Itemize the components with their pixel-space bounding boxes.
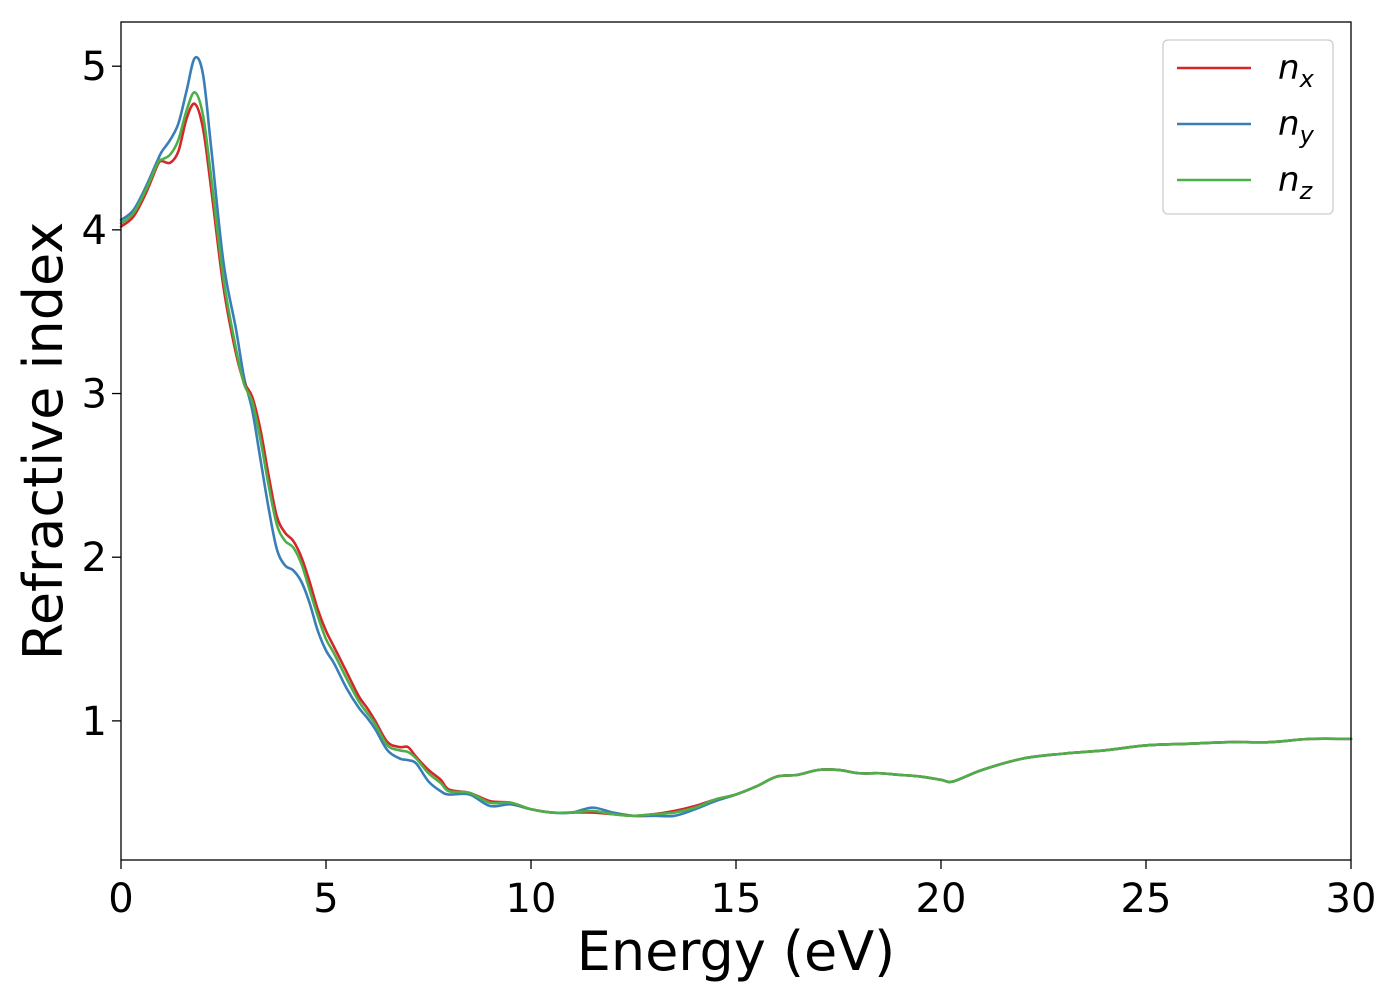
legend-label-nz: nz	[1278, 160, 1314, 205]
y-tick-label: 4	[82, 208, 107, 254]
x-tick-label: 20	[916, 876, 967, 922]
legend-label-base: n	[1278, 160, 1300, 200]
y-axis-title: Refractive index	[12, 222, 75, 661]
y-tick-label: 1	[82, 699, 107, 745]
legend-label-subscript: z	[1299, 177, 1314, 205]
x-tick-label: 25	[1121, 876, 1172, 922]
x-tick-label: 10	[506, 876, 557, 922]
legend-label-base: n	[1278, 48, 1300, 88]
series-layer	[119, 56, 1353, 818]
legend-label-subscript: y	[1299, 121, 1315, 149]
legend-label-subscript: x	[1299, 65, 1315, 93]
x-tick-label: 15	[711, 876, 762, 922]
x-axis-ticks: 0 5 10 15 20 25 30	[108, 860, 1376, 922]
y-tick-label: 3	[82, 372, 107, 418]
x-tick-label: 0	[108, 876, 133, 922]
x-axis-title: Energy (eV)	[577, 920, 896, 983]
x-tick-label: 5	[313, 876, 338, 922]
y-axis-ticks: 1 2 3 4 5	[82, 44, 121, 745]
x-tick-label: 30	[1326, 876, 1377, 922]
legend-box	[1162, 39, 1334, 215]
legend-label-base: n	[1278, 104, 1300, 144]
series-line-nz	[119, 91, 1353, 818]
legend-label-ny: ny	[1278, 104, 1315, 149]
legend-label-nx: nx	[1278, 48, 1315, 93]
y-tick-label: 2	[82, 535, 107, 581]
y-tick-label: 5	[82, 44, 107, 90]
